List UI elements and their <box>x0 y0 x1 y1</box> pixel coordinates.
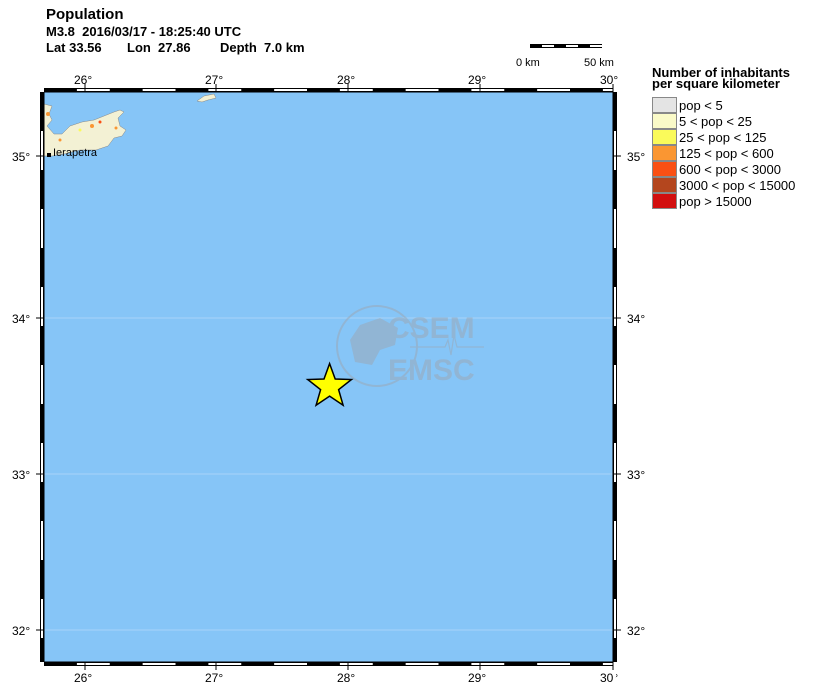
lon-tick-bottom: 29° <box>468 671 487 685</box>
legend-title-line2: per square kilometer <box>652 76 780 91</box>
legend-item: 600 < pop < 3000 <box>652 161 821 177</box>
scale-right-label: 50 km <box>584 57 614 69</box>
legend-swatch <box>652 97 677 113</box>
legend-label: 5 < pop < 25 <box>679 114 753 129</box>
tick-marks <box>36 84 621 670</box>
legend-item: 125 < pop < 600 <box>652 145 821 161</box>
lon-tick-bottom: 26° <box>74 671 93 685</box>
lat-tick-right: 33° <box>627 468 646 482</box>
lon-tick-top: 29° <box>468 73 487 87</box>
lat-tick-right: 34° <box>627 312 646 326</box>
legend-title: Number of inhabitants per square kilomet… <box>652 65 790 91</box>
lat-tick-left: 34° <box>12 312 31 326</box>
lon-tick-top: 30° <box>600 73 619 87</box>
event-depth: Depth 7.0 km <box>220 40 305 55</box>
place-label-ierapetra: Ierapetra <box>53 147 98 159</box>
legend-label: 25 < pop < 125 <box>679 130 767 145</box>
map-title: Population <box>46 6 124 23</box>
lon-tick-bottom: 28° <box>337 671 356 685</box>
lat-tick-left: 35° <box>12 150 31 164</box>
legend-label: 125 < pop < 600 <box>679 146 774 161</box>
scale-bar <box>530 44 602 48</box>
lon-tick-bottom: 27° <box>205 671 224 685</box>
city-marker <box>47 153 51 157</box>
legend-swatch <box>652 177 677 193</box>
legend-item: 25 < pop < 125 <box>652 129 821 145</box>
event-info: M3.8 2016/03/17 - 18:25:40 UTC <box>46 24 242 39</box>
legend-label: 600 < pop < 3000 <box>679 162 781 177</box>
legend-label: pop > 15000 <box>679 194 752 209</box>
lat-tick-left: 33° <box>12 468 31 482</box>
csem-emsc-watermark: CSEM EMSC <box>336 305 484 387</box>
event-lat: Lat 33.56 <box>46 40 102 55</box>
epicenter-star-icon[interactable] <box>305 361 354 407</box>
svg-text:EMSC: EMSC <box>388 354 475 387</box>
legend-swatch <box>652 113 677 129</box>
scale-left-label: 0 km <box>516 57 540 69</box>
legend-title-line1: Number of inhabitants <box>652 65 790 80</box>
svg-text:CSEM: CSEM <box>388 312 475 345</box>
legend-swatch <box>652 145 677 161</box>
graticule <box>44 317 613 631</box>
lat-tick-left: 32° <box>12 624 31 638</box>
lat-tick-right: 32° <box>627 624 646 638</box>
lon-tick-top: 26° <box>74 73 93 87</box>
land-island <box>196 93 217 103</box>
lat-tick-right: 35° <box>627 150 646 164</box>
lon-tick-bottom: 30° <box>600 671 619 685</box>
legend-item: pop > 15000 <box>652 193 821 209</box>
map-frame <box>40 88 617 677</box>
legend-item: 3000 < pop < 15000 <box>652 177 821 193</box>
legend-item: pop < 5 <box>652 97 821 113</box>
land-crete <box>43 103 127 157</box>
legend-label: 3000 < pop < 15000 <box>679 178 796 193</box>
event-lon: Lon 27.86 <box>127 40 191 55</box>
legend-item: 5 < pop < 25 <box>652 113 821 129</box>
legend-swatch <box>652 129 677 145</box>
legend-label: pop < 5 <box>679 98 723 113</box>
legend-swatch <box>652 193 677 209</box>
lon-tick-top: 27° <box>205 73 224 87</box>
lon-tick-top: 28° <box>337 73 356 87</box>
legend-swatch <box>652 161 677 177</box>
